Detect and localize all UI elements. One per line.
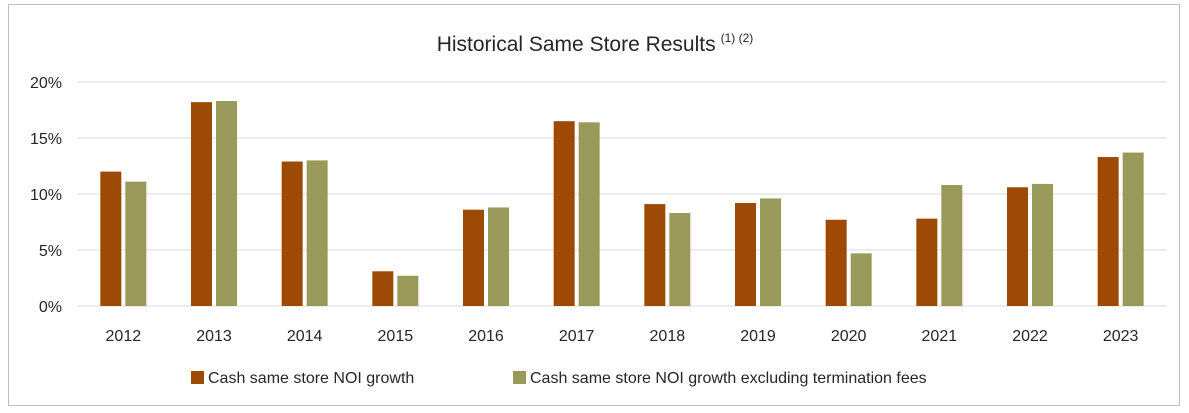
bar-chart: Historical Same Store Results (1) (2) 0% 5… xyxy=(30,31,1166,387)
gridlines xyxy=(78,81,1166,307)
x-tick-label: 2021 xyxy=(922,328,958,345)
bar-noi-growth-excl-fees-2018 xyxy=(669,213,691,306)
bar-noi-growth-excl-fees-2019 xyxy=(760,198,781,306)
legend-swatch xyxy=(513,371,526,384)
bar-noi-growth-2015 xyxy=(372,271,394,306)
y-tick-label: 20% xyxy=(30,75,62,92)
x-axis-ticks: 2012 2013 2014 2015 2016 2017 2018 2019 2020 2021… xyxy=(106,328,1139,345)
x-tick-label: 2017 xyxy=(559,328,595,345)
bar-noi-growth-excl-fees-2012 xyxy=(125,181,147,306)
bar-noi-growth-excl-fees-2020 xyxy=(850,253,872,306)
y-tick-label: 0% xyxy=(39,299,62,316)
y-tick-label: 15% xyxy=(30,131,62,148)
bar-noi-growth-excl-fees-2015 xyxy=(397,275,419,306)
bar-noi-growth-excl-fees-2022 xyxy=(1032,183,1053,306)
bar-noi-growth-2023 xyxy=(1097,157,1119,306)
legend-label: Cash same store NOI growth excluding ter… xyxy=(530,370,927,387)
bar-noi-growth-2013 xyxy=(191,102,212,306)
legend: Cash same store NOI growth Cash same stor… xyxy=(191,370,927,387)
x-tick-label: 2023 xyxy=(1103,328,1139,345)
x-tick-label: 2018 xyxy=(650,328,686,345)
chart-title: Historical Same Store Results (1) (2) xyxy=(437,31,754,56)
x-tick-label: 2014 xyxy=(287,328,323,345)
bar-noi-growth-2018 xyxy=(644,204,666,306)
x-tick-label: 2019 xyxy=(740,328,776,345)
bar-noi-growth-excl-fees-2021 xyxy=(941,185,963,306)
legend-swatch xyxy=(191,371,204,384)
bar-noi-growth-2020 xyxy=(825,219,847,306)
bar-noi-growth-2019 xyxy=(735,202,756,306)
y-tick-label: 5% xyxy=(39,243,62,260)
bars xyxy=(100,101,1144,306)
y-tick-label: 10% xyxy=(30,187,62,204)
legend-label: Cash same store NOI growth xyxy=(208,370,414,387)
bar-noi-growth-2014 xyxy=(281,161,303,306)
bar-noi-growth-excl-fees-2013 xyxy=(216,101,237,306)
bar-noi-growth-2022 xyxy=(1007,187,1028,306)
bar-noi-growth-excl-fees-2023 xyxy=(1122,152,1144,306)
chart-frame: Historical Same Store Results (1) (2) 0% 5… xyxy=(8,4,1180,406)
x-tick-label: 2013 xyxy=(196,328,232,345)
chart-title-main: Historical Same Store Results xyxy=(437,33,716,56)
x-tick-label: 2022 xyxy=(1012,328,1048,345)
x-tick-label: 2015 xyxy=(378,328,414,345)
bar-noi-growth-2016 xyxy=(463,209,484,306)
x-tick-label: 2016 xyxy=(468,328,504,345)
bar-noi-growth-excl-fees-2016 xyxy=(488,207,509,306)
bar-noi-growth-excl-fees-2014 xyxy=(306,160,328,306)
chart-title-superscript: (1) (2) xyxy=(721,31,754,45)
bar-noi-growth-2012 xyxy=(100,171,122,306)
bar-noi-growth-2021 xyxy=(916,218,938,306)
x-tick-label: 2012 xyxy=(106,328,142,345)
bar-noi-growth-excl-fees-2017 xyxy=(578,122,600,306)
bar-noi-growth-2017 xyxy=(553,121,575,306)
x-tick-label: 2020 xyxy=(831,328,867,345)
y-axis-ticks: 0% 5% 10% 15% 20% xyxy=(30,75,62,316)
